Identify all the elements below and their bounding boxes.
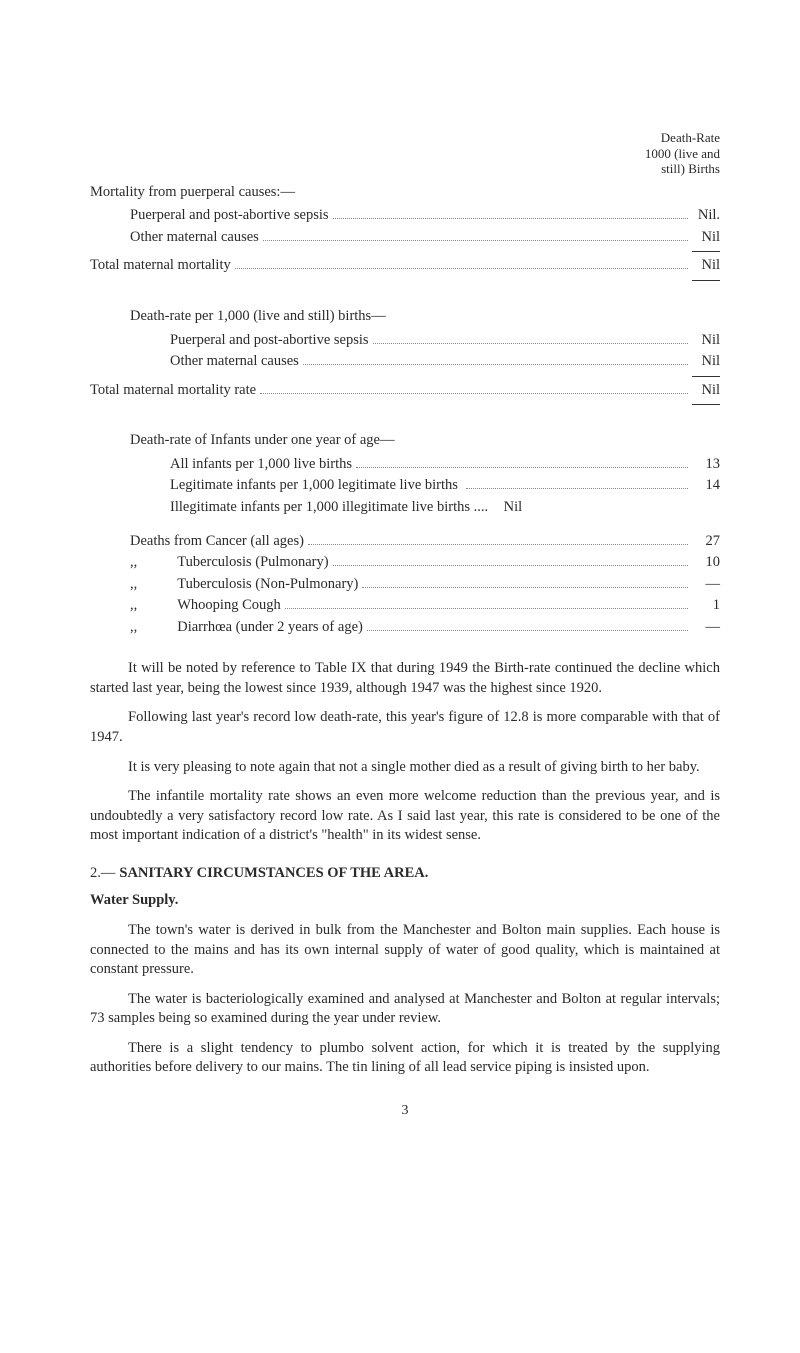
row-label: Illegitimate infants per 1,000 illegitim… bbox=[170, 498, 488, 518]
ditto-mark: ,, bbox=[130, 553, 137, 573]
row-value: Nil bbox=[692, 256, 720, 276]
row-value: 14 bbox=[692, 476, 720, 496]
ditto-mark: ,, bbox=[130, 575, 137, 595]
row-total-maternal-mortality-rate: Total maternal mortality rate Nil bbox=[90, 381, 720, 401]
row-all-infants: All infants per 1,000 live births 13 bbox=[90, 455, 720, 475]
row-sublabel: Whooping Cough bbox=[177, 596, 281, 616]
row-value: 27 bbox=[692, 532, 720, 552]
ditto-mark: ,, bbox=[130, 596, 137, 616]
row-label: Puerperal and post-abortive sepsis bbox=[130, 206, 329, 226]
water-supply-subhead: Water Supply. bbox=[90, 891, 720, 911]
page-number: 3 bbox=[90, 1102, 720, 1121]
death-rate-header: Death-Rate 1000 (live and still) Births bbox=[90, 130, 720, 177]
rule-line bbox=[692, 251, 720, 252]
paragraph-mother: It is very pleasing to note again that n… bbox=[90, 758, 720, 778]
paragraph-water-1: The town's water is derived in bulk from… bbox=[90, 921, 720, 980]
row-label: Other maternal causes bbox=[170, 352, 299, 372]
section-number: 2.— bbox=[90, 865, 115, 881]
row-label: ,, Tuberculosis (Pulmonary) bbox=[130, 553, 329, 573]
mortality-title: Mortality from puerperal causes:— bbox=[90, 183, 720, 203]
dot-leader bbox=[285, 608, 688, 609]
row-puerperal-sepsis: Puerperal and post-abortive sepsis Nil. bbox=[90, 206, 720, 226]
death-rate-per1000-title: Death-rate per 1,000 (live and still) bi… bbox=[90, 307, 720, 327]
dot-leader bbox=[308, 544, 688, 545]
row-value: — bbox=[692, 618, 720, 638]
row-label: Legitimate infants per 1,000 legitimate … bbox=[170, 476, 458, 496]
row-value: Nil. bbox=[692, 206, 720, 226]
row-label: Total maternal mortality bbox=[90, 256, 231, 276]
dot-leader bbox=[303, 364, 688, 365]
dot-leader bbox=[356, 467, 688, 468]
document-page: Death-Rate 1000 (live and still) Births … bbox=[0, 0, 800, 1161]
row-other-maternal: Other maternal causes Nil bbox=[90, 228, 720, 248]
row-whooping-cough: ,, Whooping Cough 1 bbox=[90, 596, 720, 616]
paragraph-deathrate: Following last year's record low death-r… bbox=[90, 708, 720, 747]
row-value: Nil bbox=[692, 381, 720, 401]
dot-leader bbox=[466, 488, 688, 489]
row-value: Nil bbox=[692, 352, 720, 372]
row-label: Other maternal causes bbox=[130, 228, 259, 248]
deaths-from-label: Deaths from Cancer (all ages) bbox=[130, 532, 304, 552]
row-deaths-from-cancer: Deaths from Cancer (all ages) 27 bbox=[90, 532, 720, 552]
row-sublabel: Diarrhœa (under 2 years of age) bbox=[177, 618, 363, 638]
dot-leader bbox=[333, 218, 688, 219]
dot-leader bbox=[263, 240, 688, 241]
dot-leader bbox=[373, 343, 688, 344]
section-title: SANITARY CIRCUMSTANCES OF THE AREA. bbox=[119, 865, 428, 881]
row-label: ,, Tuberculosis (Non-Pulmonary) bbox=[130, 575, 358, 595]
row-value: 13 bbox=[692, 455, 720, 475]
row-value: — bbox=[692, 575, 720, 595]
row-value: 10 bbox=[692, 553, 720, 573]
rule-line bbox=[692, 376, 720, 377]
row-tb-pulmonary: ,, Tuberculosis (Pulmonary) 10 bbox=[90, 553, 720, 573]
row-tb-nonpulmonary: ,, Tuberculosis (Non-Pulmonary) — bbox=[90, 575, 720, 595]
row-label: Total maternal mortality rate bbox=[90, 381, 256, 401]
header-line-3: still) Births bbox=[90, 161, 720, 177]
rule-line bbox=[692, 404, 720, 405]
row-puerperal-sepsis-2: Puerperal and post-abortive sepsis Nil bbox=[90, 331, 720, 351]
row-legitimate-infants: Legitimate infants per 1,000 legitimate … bbox=[90, 476, 720, 496]
section-2-heading: 2.—SANITARY CIRCUMSTANCES OF THE AREA. bbox=[90, 864, 720, 884]
row-label: All infants per 1,000 live births bbox=[170, 455, 352, 475]
paragraph-water-2: The water is bacteriologically examined … bbox=[90, 990, 720, 1029]
dot-leader bbox=[367, 630, 688, 631]
deaths-from-text: Deaths from bbox=[130, 533, 202, 549]
row-label: ,, Whooping Cough bbox=[130, 596, 281, 616]
dot-leader bbox=[260, 393, 688, 394]
row-diarrhoea: ,, Diarrhœa (under 2 years of age) — bbox=[90, 618, 720, 638]
paragraph-infantile: The infantile mortality rate shows an ev… bbox=[90, 787, 720, 846]
row-value: 1 bbox=[692, 596, 720, 616]
row-value: Nil bbox=[692, 331, 720, 351]
header-line-2: 1000 (live and bbox=[90, 146, 720, 162]
infants-title: Death-rate of Infants under one year of … bbox=[90, 431, 720, 451]
row-sublabel: Tuberculosis (Non-Pulmonary) bbox=[177, 575, 358, 595]
row-sublabel: Cancer (all ages) bbox=[206, 533, 304, 549]
row-label: ,, Diarrhœa (under 2 years of age) bbox=[130, 618, 363, 638]
paragraph-birthrate: It will be noted by reference to Table I… bbox=[90, 659, 720, 698]
dot-leader bbox=[362, 587, 688, 588]
row-total-maternal-mortality: Total maternal mortality Nil bbox=[90, 256, 720, 276]
header-line-1: Death-Rate bbox=[90, 130, 720, 146]
ditto-mark: ,, bbox=[130, 618, 137, 638]
row-label: Puerperal and post-abortive sepsis bbox=[170, 331, 369, 351]
dot-leader bbox=[235, 268, 688, 269]
row-value: Nil bbox=[494, 498, 522, 518]
row-sublabel: Tuberculosis (Pulmonary) bbox=[177, 553, 328, 573]
dot-leader bbox=[333, 565, 688, 566]
row-other-maternal-2: Other maternal causes Nil bbox=[90, 352, 720, 372]
row-value: Nil bbox=[692, 228, 720, 248]
row-illegitimate-infants: Illegitimate infants per 1,000 illegitim… bbox=[90, 498, 720, 518]
paragraph-water-3: There is a slight tendency to plumbo sol… bbox=[90, 1039, 720, 1078]
rule-line bbox=[692, 280, 720, 281]
